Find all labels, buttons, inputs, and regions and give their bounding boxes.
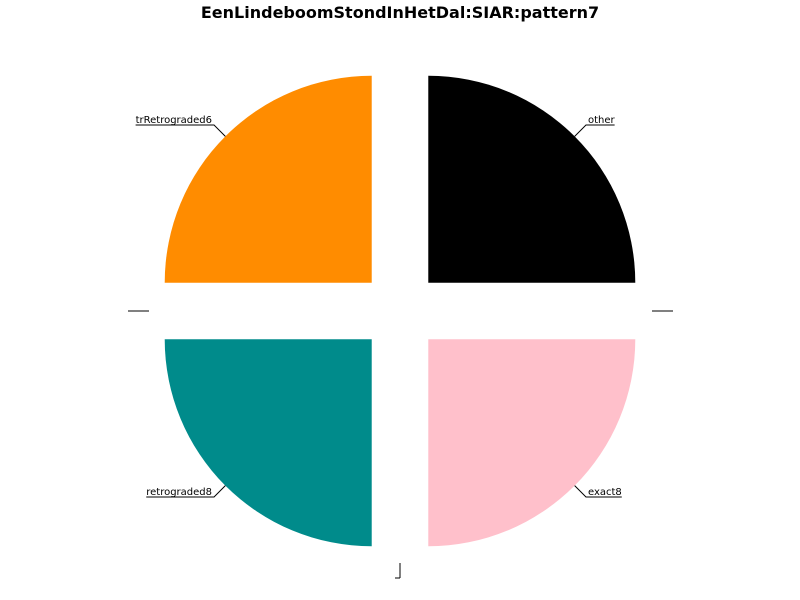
leader-line-trretrograded6 [202, 124, 226, 137]
axis-ticks [128, 310, 673, 579]
slice-label-other: other [588, 115, 616, 126]
pie-slice-other [428, 75, 636, 283]
leader-line-other [574, 124, 598, 137]
slice-label-trretrograded6: trRetrograded6 [136, 115, 212, 126]
pie-slices [164, 75, 636, 547]
pie-slice-exact8 [428, 339, 636, 547]
slice-label-retrograded8: retrograded8 [146, 487, 212, 498]
chart-title: EenLindeboomStondInHetDal:SIAR:pattern7 [200, 3, 600, 22]
pie-labels: other exact8 retrograded8 trRetrograded6 [135, 115, 622, 498]
pie-slice-trretrograded6 [164, 75, 372, 283]
pie-slice-retrograded8 [164, 339, 372, 547]
slice-label-exact8: exact8 [588, 487, 622, 498]
